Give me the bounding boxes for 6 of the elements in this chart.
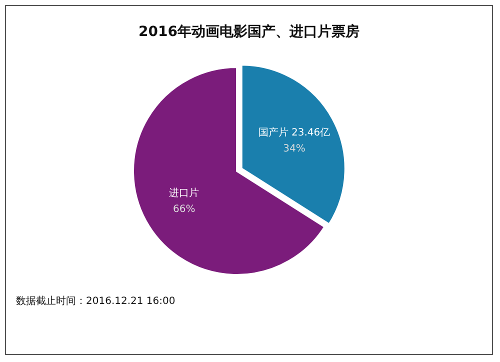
slice-label: 进口片 [169, 187, 200, 200]
chart-title: 2016年动画电影国产、进口片票房 [138, 23, 360, 40]
data-label: 66% [173, 204, 196, 216]
text: 数据截止时间：2016.12.21 16:00 [16, 295, 176, 307]
pie: 国产片 23.46亿 34% 进口片 66% [132, 64, 346, 276]
data-label: 34% [283, 144, 306, 155]
